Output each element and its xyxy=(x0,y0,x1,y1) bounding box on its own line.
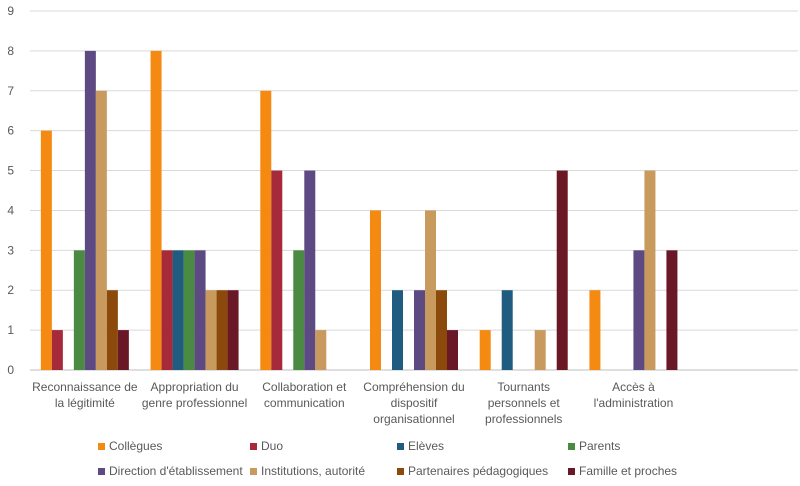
legend-item: Elèves xyxy=(397,439,444,453)
y-tick-label: 4 xyxy=(7,203,14,217)
x-tick-label: la légitimité xyxy=(55,396,115,410)
bar xyxy=(501,290,513,370)
legend-label: Direction d'établissement xyxy=(109,464,243,478)
bar xyxy=(73,250,85,370)
bar xyxy=(205,290,217,370)
bar xyxy=(666,250,678,370)
x-tick-label: l'administration xyxy=(594,396,674,410)
x-tick-label: Compréhension du xyxy=(363,380,464,394)
bar xyxy=(315,330,327,370)
legend-label: Institutions, autorité xyxy=(261,464,365,478)
bar xyxy=(117,330,129,370)
bar xyxy=(589,290,601,370)
x-axis-labels: Reconnaissance de la légitimité Appropriat… xyxy=(32,380,673,426)
bar xyxy=(260,90,272,370)
x-tick-label: Collaboration et xyxy=(262,380,347,394)
bars xyxy=(40,50,678,370)
bar xyxy=(436,290,447,370)
legend-item: Institutions, autorité xyxy=(250,464,365,478)
y-axis-labels: 0 1 2 3 4 5 6 7 8 9 xyxy=(7,4,14,377)
legend-item: Duo xyxy=(250,439,283,453)
legend-swatch xyxy=(568,443,575,450)
bar xyxy=(95,90,107,370)
x-tick-label: Appropriation du xyxy=(151,380,239,394)
x-tick-label: dispositif xyxy=(391,396,438,410)
legend-swatch xyxy=(568,468,575,475)
bar xyxy=(40,130,52,370)
bar xyxy=(194,250,206,370)
bar xyxy=(304,170,316,370)
legend-swatch xyxy=(98,443,105,450)
legend-item: Partenaires pédagogiques xyxy=(397,464,548,478)
y-tick-label: 9 xyxy=(7,4,14,18)
legend-item: Parents xyxy=(568,439,620,453)
x-tick-label: Tournants xyxy=(497,380,550,394)
legend-label: Elèves xyxy=(408,439,444,453)
bar xyxy=(414,290,425,370)
bar xyxy=(293,250,305,370)
bar xyxy=(271,170,283,370)
x-tick-label: personnels et xyxy=(488,396,561,410)
bar xyxy=(447,330,458,370)
bar xyxy=(227,290,239,370)
bar xyxy=(106,290,118,370)
legend-swatch xyxy=(397,468,404,475)
legend-label: Duo xyxy=(261,439,283,453)
y-tick-label: 5 xyxy=(7,164,14,178)
y-tick-label: 2 xyxy=(7,283,14,297)
y-tick-label: 6 xyxy=(7,124,14,138)
bar xyxy=(370,210,381,370)
bar xyxy=(425,210,436,370)
legend-item: Famille et proches xyxy=(568,464,677,478)
bar xyxy=(216,290,228,370)
bar xyxy=(150,50,162,370)
bar xyxy=(392,290,403,370)
legend-label: Partenaires pédagogiques xyxy=(408,464,548,478)
x-tick-label: professionnels xyxy=(485,412,562,426)
x-tick-label: Reconnaissance de xyxy=(32,380,138,394)
bar xyxy=(161,250,173,370)
legend: Collègues Duo Elèves Parents Direction d'éta… xyxy=(98,439,677,478)
bar xyxy=(534,330,546,370)
bar xyxy=(51,330,63,370)
legend-swatch xyxy=(250,443,257,450)
x-tick-label: communication xyxy=(264,396,345,410)
y-tick-label: 0 xyxy=(7,363,14,377)
bar xyxy=(183,250,195,370)
legend-swatch xyxy=(250,468,257,475)
legend-swatch xyxy=(397,443,404,450)
legend-label: Collègues xyxy=(109,439,162,453)
bar xyxy=(556,170,568,370)
bar xyxy=(84,50,96,370)
x-tick-label: organisationnel xyxy=(373,412,454,426)
bar xyxy=(633,250,645,370)
y-tick-label: 1 xyxy=(7,323,14,337)
bar xyxy=(479,330,491,370)
legend-label: Famille et proches xyxy=(579,464,677,478)
bar xyxy=(644,170,656,370)
legend-item: Collègues xyxy=(98,439,162,453)
y-tick-label: 7 xyxy=(7,84,14,98)
y-tick-label: 3 xyxy=(7,243,14,257)
y-tick-label: 8 xyxy=(7,44,14,58)
legend-swatch xyxy=(98,468,105,475)
x-tick-label: genre professionnel xyxy=(142,396,247,410)
legend-label: Parents xyxy=(579,439,620,453)
legend-item: Direction d'établissement xyxy=(98,464,243,478)
bar xyxy=(172,250,184,370)
x-tick-label: Accès à xyxy=(612,380,655,394)
